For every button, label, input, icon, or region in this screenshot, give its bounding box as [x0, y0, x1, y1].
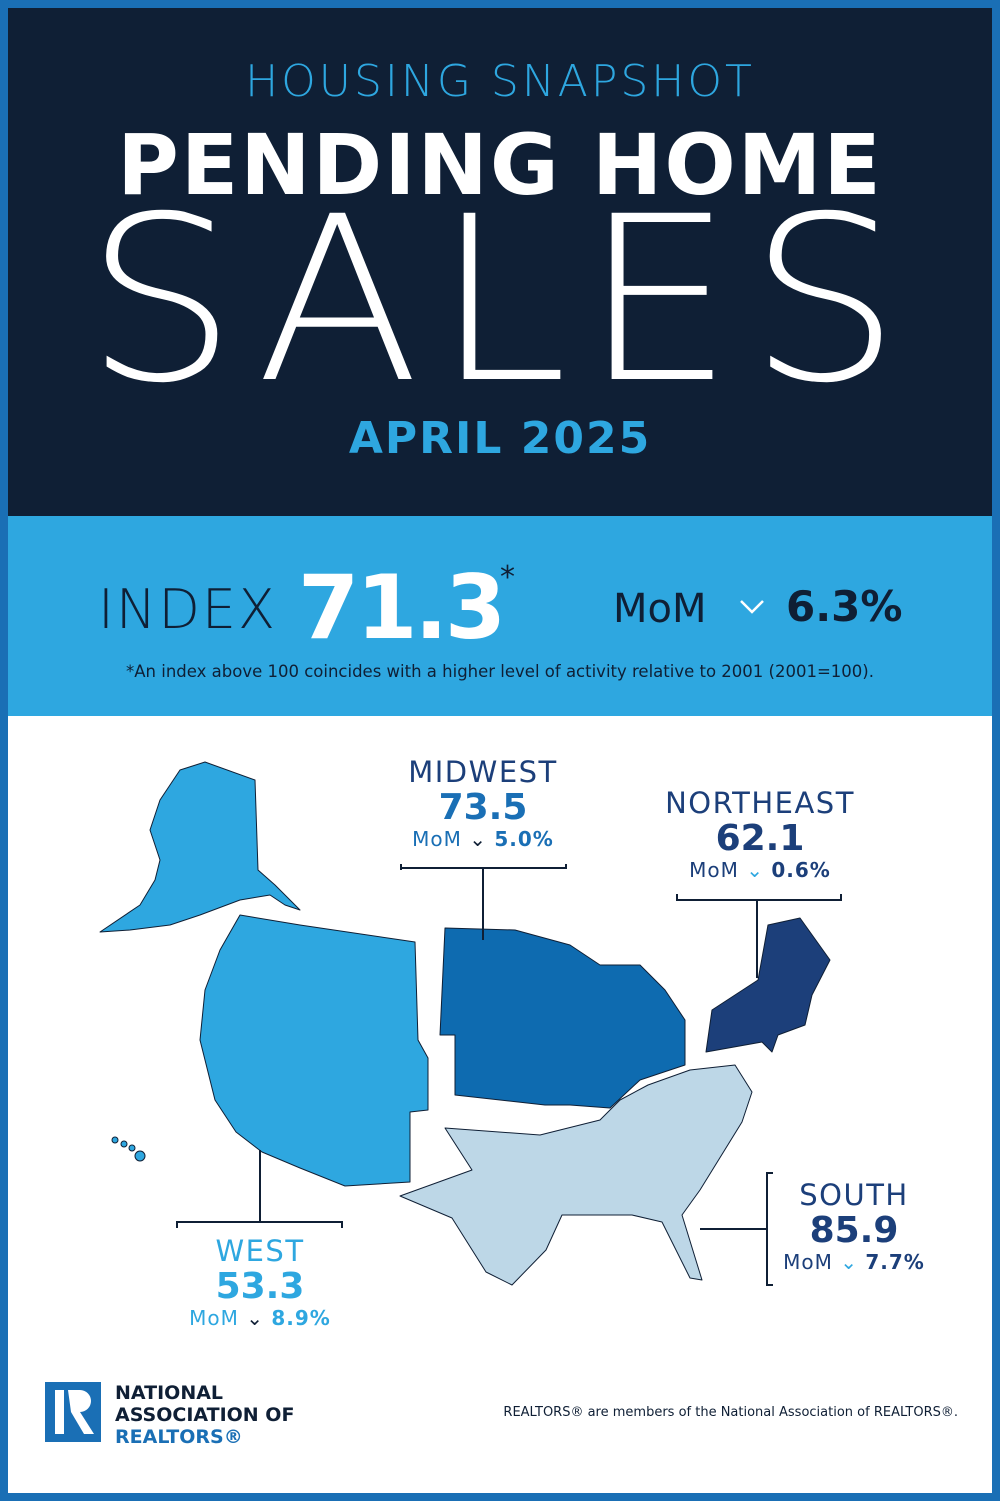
logo-line-1: NATIONAL: [115, 1382, 224, 1404]
chevron-down-icon: ⌄: [746, 857, 765, 882]
chevron-down-icon: ⌄: [246, 1305, 265, 1330]
region-west-alaska: [99, 761, 301, 933]
region-south-label: SOUTH 85.9 MoM ⌄ 7.7%: [744, 1178, 964, 1274]
infographic: HOUSING SNAPSHOT PENDING HOME SALES APRI…: [8, 8, 992, 1493]
kicker: HOUSING SNAPSHOT: [245, 56, 755, 107]
region-index: 73.5: [438, 787, 528, 828]
mom-label: MoM: [689, 857, 739, 882]
mom-label: MoM: [783, 1249, 833, 1274]
national-index-band: INDEX 71.3 * MoM 6.3% *An index above 10…: [8, 516, 992, 716]
mom-value: 8.9%: [271, 1305, 331, 1330]
region-northeast-label: NORTHEAST 62.1 MoM ⌄ 0.6%: [650, 786, 870, 882]
asterisk: *: [500, 560, 515, 595]
region-west: [199, 914, 429, 1187]
region-west-hawaii: [120, 1140, 128, 1148]
northeast-connector: [676, 894, 842, 978]
region-west-hawaii: [134, 1150, 146, 1162]
mom-label: MoM: [189, 1305, 239, 1330]
title-line-1: PENDING HOME: [117, 116, 883, 214]
realtor-r-logo-icon: [45, 1382, 101, 1442]
region-index: 53.3: [215, 1266, 305, 1307]
west-connector: [176, 1150, 343, 1228]
region-name: NORTHEAST: [665, 786, 855, 820]
region-name: SOUTH: [799, 1178, 909, 1212]
index-value: 71.3: [298, 556, 506, 659]
region-index: 62.1: [715, 818, 805, 859]
region-midwest: [439, 927, 686, 1109]
mom-value: 0.6%: [771, 857, 831, 882]
region-west-hawaii: [128, 1144, 136, 1152]
index-label: INDEX: [98, 578, 278, 641]
mom-value: 6.3%: [786, 582, 903, 631]
region-midwest-label: MIDWEST 73.5 MoM ⌄ 5.0%: [373, 755, 593, 851]
period: APRIL 2025: [348, 413, 652, 464]
header: HOUSING SNAPSHOT PENDING HOME SALES APRI…: [8, 8, 992, 516]
mom-value: 5.0%: [494, 826, 554, 851]
logo-line-2: ASSOCIATION OF: [115, 1404, 295, 1426]
region-name: WEST: [215, 1234, 305, 1268]
mom-label: MoM: [613, 586, 707, 632]
logo-line-3: REALTORS®: [115, 1426, 243, 1448]
region-south: [399, 1064, 753, 1286]
footnote: *An index above 100 coincides with a hig…: [126, 662, 874, 681]
title-line-2: SALES: [84, 167, 916, 433]
region-west-label: WEST 53.3 MoM ⌄ 8.9%: [150, 1234, 370, 1330]
region-index: 85.9: [809, 1210, 899, 1251]
chevron-down-icon: ⌄: [469, 826, 488, 851]
region-name: MIDWEST: [408, 755, 558, 789]
mom-label: MoM: [412, 826, 462, 851]
disclaimer: REALTORS® are members of the National As…: [503, 1405, 958, 1420]
south-connector: [700, 1172, 773, 1286]
chevron-down-icon: [738, 594, 766, 624]
midwest-connector: [400, 864, 567, 940]
region-west-hawaii: [111, 1136, 119, 1144]
mom-value: 7.7%: [865, 1249, 925, 1274]
chevron-down-icon: ⌄: [840, 1249, 859, 1274]
region-northeast: [705, 917, 831, 1053]
